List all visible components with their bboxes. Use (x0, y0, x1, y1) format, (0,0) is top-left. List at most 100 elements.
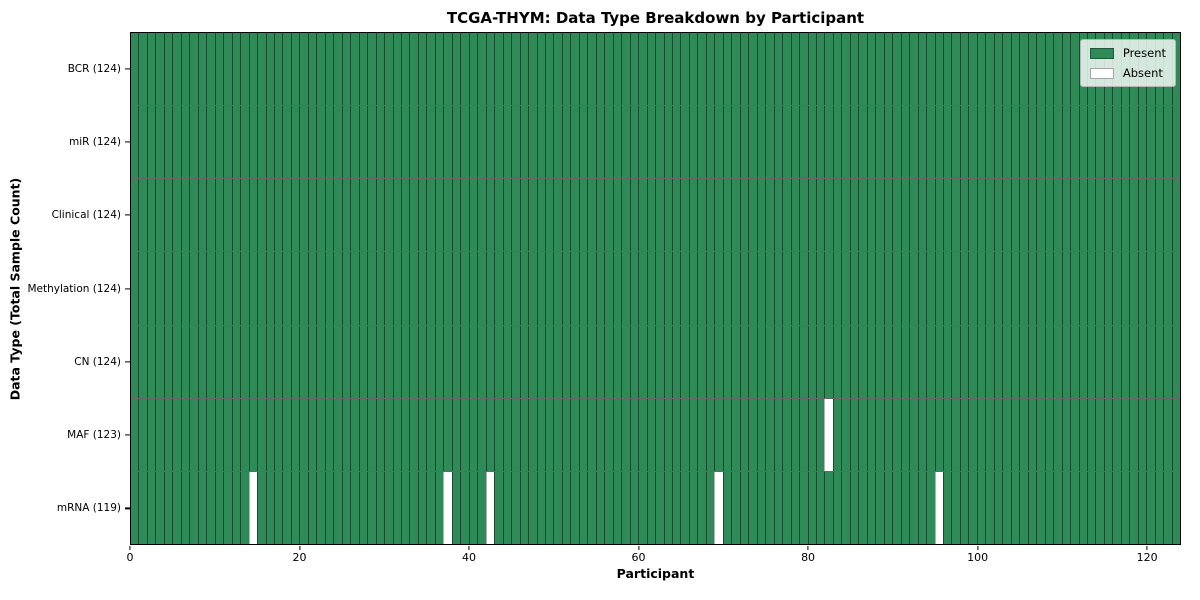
y-axis-label: Data Type (Total Sample Count) (7, 177, 23, 401)
matrix-cell (1163, 325, 1172, 398)
matrix-cell (1019, 325, 1028, 398)
matrix-cell (485, 252, 495, 325)
matrix-cell (900, 471, 910, 544)
matrix-cell (824, 398, 833, 471)
matrix-cell (460, 179, 469, 252)
matrix-cell (1061, 179, 1071, 252)
matrix-cell (189, 325, 198, 398)
matrix-cell (858, 106, 867, 179)
matrix-cell (401, 252, 410, 325)
matrix-cell (663, 471, 672, 544)
matrix-cell (655, 398, 664, 471)
matrix-cell (680, 33, 689, 106)
matrix-cell (993, 398, 1003, 471)
matrix-cell (1027, 398, 1037, 471)
matrix-cell (578, 106, 588, 179)
matrix-cell (697, 106, 706, 179)
matrix-cell (316, 33, 325, 106)
matrix-cell (1171, 252, 1181, 325)
matrix-cell (1053, 398, 1062, 471)
matrix-cell (1103, 398, 1113, 471)
matrix-cell (146, 106, 156, 179)
matrix-cell (1070, 471, 1079, 544)
matrix-cell (1044, 179, 1054, 252)
matrix-cell (612, 106, 622, 179)
matrix-cell (163, 33, 173, 106)
matrix-cell (638, 106, 647, 179)
matrix-cell (773, 106, 783, 179)
matrix-cell (875, 179, 884, 252)
matrix-cell (197, 398, 207, 471)
matrix-cell (976, 325, 986, 398)
x-tick-label-80: 80 (801, 551, 816, 564)
matrix-cell (248, 106, 258, 179)
matrix-cell (426, 471, 435, 544)
matrix-cell (333, 106, 342, 179)
matrix-cell (756, 325, 766, 398)
matrix-cell (434, 325, 444, 398)
matrix-cell (714, 33, 723, 106)
matrix-cell (959, 33, 969, 106)
matrix-cell (324, 325, 334, 398)
legend-item-absent: Absent (1089, 66, 1166, 80)
matrix-cell (612, 179, 622, 252)
matrix-cell (189, 33, 198, 106)
matrix-cell (815, 471, 825, 544)
matrix-cell (578, 33, 588, 106)
matrix-cell (578, 398, 588, 471)
matrix-cell (1163, 252, 1172, 325)
matrix-cell (1120, 179, 1130, 252)
matrix-cell (358, 179, 368, 252)
matrix-cell (138, 471, 147, 544)
matrix-cell (324, 398, 334, 471)
matrix-cell (815, 398, 825, 471)
matrix-cell (578, 471, 588, 544)
matrix-cell (765, 471, 774, 544)
matrix-cell (511, 33, 520, 106)
matrix-cell (858, 179, 867, 252)
matrix-cell (612, 325, 622, 398)
matrix-cell (451, 179, 461, 252)
matrix-cell (1154, 252, 1164, 325)
matrix-cell (1002, 33, 1011, 106)
matrix-cell (959, 325, 969, 398)
matrix-cell (214, 325, 224, 398)
matrix-cell (257, 179, 266, 252)
matrix-cell (358, 325, 368, 398)
matrix-cell (358, 106, 368, 179)
matrix-cell (544, 398, 554, 471)
matrix-cell (511, 471, 520, 544)
matrix-cell (824, 179, 833, 252)
matrix-cell (401, 106, 410, 179)
matrix-cell (1112, 325, 1121, 398)
matrix-cell (206, 325, 215, 398)
matrix-cell (1120, 398, 1130, 471)
matrix-cell (231, 252, 241, 325)
matrix-cell (756, 398, 766, 471)
matrix-cell (799, 252, 808, 325)
matrix-cell (392, 106, 401, 179)
matrix-cell (384, 325, 393, 398)
matrix-cell (131, 179, 139, 252)
matrix-cell (409, 252, 418, 325)
matrix-cell (976, 471, 986, 544)
matrix-cell (993, 33, 1003, 106)
matrix-cell (367, 33, 376, 106)
matrix-cell (1154, 106, 1164, 179)
matrix-cell (951, 106, 960, 179)
matrix-cell (367, 252, 376, 325)
matrix-cell (197, 33, 207, 106)
matrix-cell (1103, 325, 1113, 398)
matrix-cell (866, 325, 876, 398)
matrix-cell (1070, 325, 1079, 398)
matrix-cell (477, 252, 486, 325)
matrix-cell (943, 252, 952, 325)
matrix-cell (714, 179, 723, 252)
matrix-cell (409, 179, 418, 252)
matrix-cell (892, 252, 901, 325)
matrix-cell (155, 106, 164, 179)
matrix-cell (883, 33, 893, 106)
matrix-cell (536, 471, 545, 544)
matrix-cell (934, 106, 943, 179)
matrix-cell (917, 179, 927, 252)
